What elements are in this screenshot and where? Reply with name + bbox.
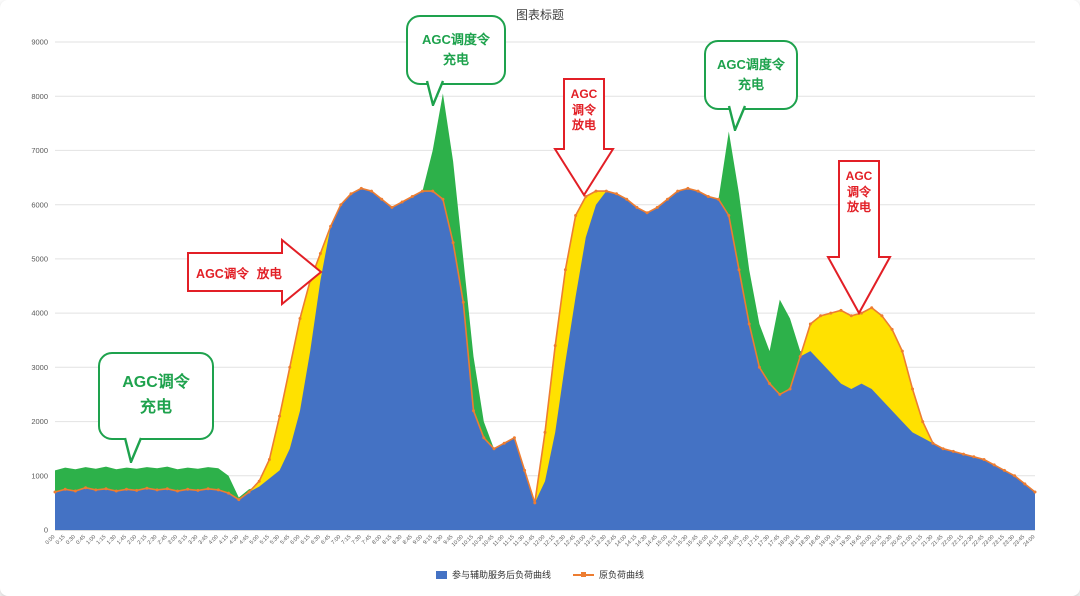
- svg-text:0:00: 0:00: [45, 534, 57, 546]
- down-arrow-icon: [826, 160, 892, 316]
- svg-text:4:30: 4:30: [228, 534, 240, 546]
- svg-text:6:45: 6:45: [320, 534, 332, 546]
- arrow-label: AGC调令 放电: [188, 253, 290, 291]
- svg-text:4:15: 4:15: [218, 534, 230, 546]
- svg-text:2:30: 2:30: [147, 534, 159, 546]
- svg-text:8:00: 8:00: [371, 534, 383, 546]
- after-load-area: [55, 188, 1035, 530]
- svg-text:0:15: 0:15: [55, 534, 67, 546]
- svg-text:1:00: 1:00: [85, 534, 97, 546]
- svg-text:6000: 6000: [31, 200, 48, 209]
- bubble-tail-icon: [425, 80, 445, 106]
- svg-text:8:30: 8:30: [392, 534, 404, 546]
- svg-text:8000: 8000: [31, 92, 48, 101]
- svg-text:3000: 3000: [31, 363, 48, 372]
- right-arrow-icon: [187, 237, 323, 307]
- svg-text:5:45: 5:45: [279, 534, 291, 546]
- svg-text:4000: 4000: [31, 309, 48, 318]
- svg-text:6:15: 6:15: [300, 534, 312, 546]
- svg-text:1:45: 1:45: [116, 534, 128, 546]
- callout-text: 充电: [139, 399, 172, 416]
- svg-text:1:30: 1:30: [106, 534, 118, 546]
- arrow-text: 放电: [571, 118, 596, 133]
- svg-text:2000: 2000: [31, 417, 48, 426]
- arrow-text: AGC调令: [196, 266, 249, 281]
- orange-line-swatch-icon: [573, 572, 594, 577]
- svg-text:0: 0: [44, 526, 48, 535]
- svg-text:5:30: 5:30: [269, 534, 281, 546]
- svg-text:7:30: 7:30: [351, 534, 363, 546]
- svg-text:5:00: 5:00: [249, 534, 261, 546]
- legend-label: 参与辅助服务后负荷曲线: [451, 570, 551, 580]
- svg-text:6:30: 6:30: [310, 534, 322, 546]
- charge-callout-bubble-3: AGC调度令 充电: [704, 40, 798, 131]
- arrow-text: 调令: [571, 102, 596, 117]
- discharge-arrow-down-1: AGC 调令 放电: [553, 77, 615, 197]
- chart-title: 图表标题: [515, 8, 564, 22]
- svg-text:9:45: 9:45: [443, 534, 455, 546]
- y-axis-labels: 0 1000 2000 3000 4000 5000 6000 7000 8000 9000: [31, 38, 48, 535]
- down-arrow-icon: [553, 78, 615, 197]
- svg-text:24:00: 24:00: [1022, 534, 1036, 548]
- svg-text:9:15: 9:15: [422, 534, 434, 546]
- x-axis-labels: 0:000:150:300:451:001:151:301:452:002:15…: [45, 534, 1037, 548]
- svg-text:1:15: 1:15: [96, 534, 108, 546]
- svg-text:0:30: 0:30: [65, 534, 77, 546]
- svg-text:4:00: 4:00: [208, 534, 220, 546]
- svg-text:1000: 1000: [31, 471, 48, 480]
- svg-text:5000: 5000: [31, 255, 48, 264]
- callout-text: AGC调度令: [717, 56, 785, 72]
- arrow-text: AGC: [845, 169, 873, 183]
- original-load-markers: [53, 186, 1037, 505]
- arrow-text: 放电: [256, 266, 282, 281]
- svg-text:7:45: 7:45: [361, 534, 373, 546]
- arrow-label: AGC 调令 放电: [839, 169, 879, 216]
- svg-text:3:45: 3:45: [198, 534, 210, 546]
- svg-text:0:45: 0:45: [75, 534, 87, 546]
- svg-text:8:15: 8:15: [381, 534, 393, 546]
- legend-item-original-load: 原负荷曲线: [573, 568, 644, 581]
- svg-text:3:15: 3:15: [177, 534, 189, 546]
- svg-text:6:00: 6:00: [290, 534, 302, 546]
- svg-text:5:15: 5:15: [259, 534, 271, 546]
- svg-text:7:00: 7:00: [330, 534, 342, 546]
- bubble-tail-icon: [123, 437, 143, 463]
- svg-text:4:45: 4:45: [239, 534, 251, 546]
- svg-text:8:45: 8:45: [402, 534, 414, 546]
- callout-text: 充电: [737, 77, 764, 92]
- svg-text:2:45: 2:45: [157, 534, 169, 546]
- svg-text:9:30: 9:30: [432, 534, 444, 546]
- charge-callout-bubble-2: AGC调度令 充电: [406, 15, 506, 106]
- legend-item-after-load: 参与辅助服务后负荷曲线: [435, 568, 551, 581]
- bubble-tail-icon: [727, 105, 747, 131]
- svg-text:9000: 9000: [31, 38, 48, 47]
- callout-text: AGC调度令: [422, 31, 490, 47]
- arrow-text: 调令: [846, 184, 871, 199]
- svg-text:2:00: 2:00: [126, 534, 138, 546]
- discharge-arrow-right: AGC调令 放电: [186, 237, 324, 307]
- arrow-label: AGC 调令 放电: [564, 87, 604, 134]
- arrow-text: AGC: [570, 87, 598, 101]
- svg-text:3:00: 3:00: [167, 534, 179, 546]
- chart-legend: 参与辅助服务后负荷曲线 原负荷曲线: [0, 568, 1080, 581]
- svg-text:7:15: 7:15: [341, 534, 353, 546]
- legend-label: 原负荷曲线: [599, 570, 645, 580]
- svg-text:2:15: 2:15: [136, 534, 148, 546]
- callout-text: AGC调令: [122, 374, 190, 392]
- blue-area-swatch-icon: [435, 570, 447, 579]
- discharge-arrow-down-2: AGC 调令 放电: [826, 159, 892, 316]
- arrow-text: 放电: [846, 200, 871, 215]
- svg-text:7000: 7000: [31, 146, 48, 155]
- svg-text:9:00: 9:00: [412, 534, 424, 546]
- charge-callout-bubble-1: AGC调令 充电: [98, 352, 214, 463]
- callout-text: 充电: [442, 52, 469, 67]
- svg-text:3:30: 3:30: [187, 534, 199, 546]
